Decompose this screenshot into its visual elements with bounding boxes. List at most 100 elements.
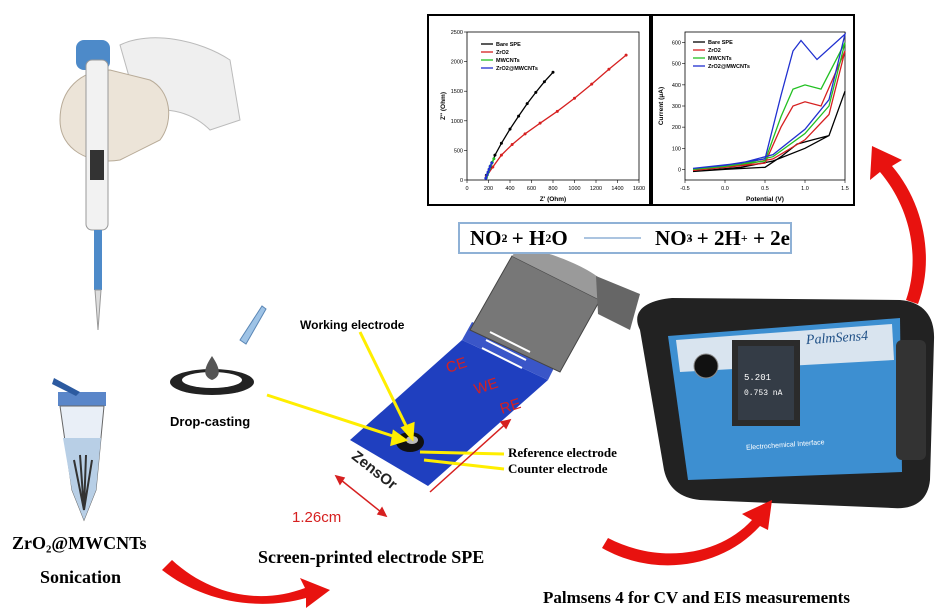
device-readout-2: 0.753 nA [744,389,783,398]
data-point [542,80,546,84]
counter-electrode-label: Counter electrode [508,461,608,476]
legend-entry: Bare SPE [708,40,733,46]
y-tick-label: 0 [678,167,681,173]
data-point [499,153,503,157]
pipette-icon [59,37,241,331]
spe-label: Screen-printed electrode SPE [258,547,485,567]
data-point [534,90,538,94]
legend-entry: ZrO2 [708,48,721,54]
eq-plus1: + H [506,225,546,250]
electrode-strip [350,246,640,486]
legend-entry: MWCNTs [496,58,520,64]
x-tick-label: 800 [548,186,557,192]
y-tick-label: 500 [672,62,681,68]
x-tick-label: 1600 [633,186,645,192]
data-point [487,167,491,171]
arrow-to-spe-icon [162,560,330,608]
reference-electrode-label: Reference electrode [508,445,617,460]
x-axis-label: Potential (V) [746,196,784,203]
data-point [538,121,542,125]
x-tick-label: 600 [527,186,536,192]
series-line [485,54,627,177]
data-point [525,102,529,106]
series-line [692,90,846,173]
data-point [484,176,488,180]
data-point [510,142,514,146]
x-tick-label: 0.5 [761,186,769,192]
y-tick-label: 500 [454,148,463,154]
palmsens-device-icon [637,298,935,509]
data-point [486,170,490,174]
x-tick-label: 1000 [568,186,580,192]
y-tick-label: 1500 [451,89,463,95]
eq-h2o-sub: 2 [545,230,552,245]
device-readout-1: 5.201 [744,373,772,383]
data-point [493,153,497,157]
arrow-to-charts-icon [870,146,926,304]
legend-entry: ZrO2@MWCNTs [708,64,750,70]
x-tick-label: 1.5 [841,186,849,192]
legend-entry: ZrO2 [496,50,509,56]
data-point [573,96,576,100]
eq-right: NO [655,225,687,250]
y-tick-label: 600 [672,41,681,47]
x-tick-label: 200 [484,186,493,192]
cv-chart: -0.5 0.0 0.5 1.0 1.5 0 100 200 300 400 500 600 Poten… [658,31,849,203]
x-axis-label: Z' (Ohm) [540,196,566,203]
eq-left: NO [470,225,502,250]
eis-chart-panel: 0 200 400 600 800 1000 1200 1400 1600 0 500 1000 150… [427,14,651,206]
eq-plus2: + 2H [691,225,741,250]
series-line [485,71,554,176]
x-tick-label: 400 [505,186,514,192]
x-tick-label: 1.0 [801,186,809,192]
data-point [508,127,512,131]
legend-entry: Bare SPE [496,42,521,48]
pointer-lines [266,331,505,471]
eq-h-sup: + [740,230,748,245]
eq-right-sup: - [687,230,692,245]
working-electrode-label: Working electrode [300,318,405,332]
eq-left-sup: - [502,230,507,245]
eq-left-sub: 2 [501,230,508,245]
material-label: ZrO₂@MWCNTs [12,533,147,553]
x-tick-label: -0.5 [680,186,689,192]
cv-chart-panel: -0.5 0.0 0.5 1.0 1.5 0 100 200 300 400 500 600 Poten… [651,14,855,206]
legend-entry: ZrO2@MWCNTs [496,66,538,72]
data-point [499,141,503,145]
series-line [692,50,846,172]
data-point [488,164,492,168]
y-tick-label: 200 [672,125,681,131]
y-tick-label: 2000 [451,60,463,66]
series-line [692,42,846,171]
dimension-arrows [334,418,512,518]
x-tick-label: 1200 [590,186,602,192]
data-point [492,157,496,161]
data-point [590,82,594,86]
data-point [517,114,521,118]
y-tick-label: 2500 [451,30,463,36]
arrow-to-device-icon [602,500,772,566]
eq-right-sub: 3 [686,230,693,245]
series-line [692,32,847,170]
flow-arrows [162,146,926,608]
drop-casting-label: Drop-casting [170,414,251,429]
data-point [490,161,494,165]
x-tick-label: 0 [465,186,468,192]
drop-casting-icon [170,305,267,395]
reaction-arrow-icon [583,237,642,239]
data-point [523,132,527,136]
y-tick-label: 400 [672,83,681,89]
x-tick-label: 1400 [611,186,623,192]
sonication-label: Sonication [40,567,122,587]
data-point [485,173,489,177]
y-tick-label: 1000 [451,119,463,125]
eis-chart: 0 200 400 600 800 1000 1200 1400 1600 0 500 1000 150… [440,30,645,203]
palmsens-label: Palmsens 4 for CV and EIS measurements [543,588,850,607]
tube-icon [52,378,106,522]
y-axis-label: Z'' (Ohm) [440,92,447,120]
dimension-label: 1.26cm [292,509,342,526]
data-point [624,53,628,57]
y-axis-label: Current (μA) [658,87,665,125]
